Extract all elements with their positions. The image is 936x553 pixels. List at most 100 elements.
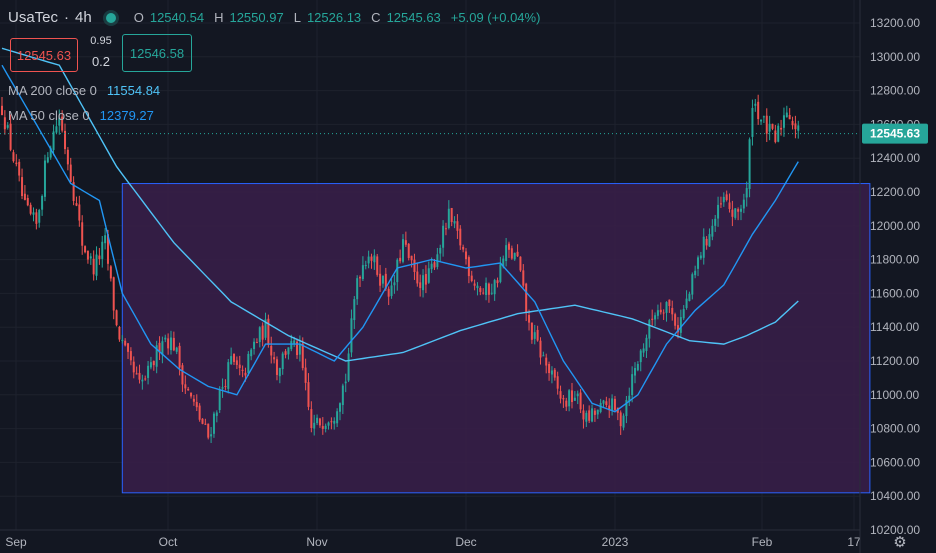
candle-body xyxy=(751,107,754,137)
candle-body xyxy=(602,400,605,404)
candle-body xyxy=(321,426,324,429)
candle-body xyxy=(507,243,510,250)
candle-body xyxy=(568,390,571,407)
candle-body xyxy=(135,373,138,375)
candle-body xyxy=(84,246,87,253)
y-tick-label: 13200.00 xyxy=(870,16,920,30)
candle-body xyxy=(198,405,201,420)
candle-body xyxy=(731,209,734,217)
candle-body xyxy=(304,367,307,383)
candle-body xyxy=(118,326,121,340)
ma50-legend[interactable]: MA 50 close 0 12379.27 xyxy=(8,108,154,123)
candle-body xyxy=(318,418,321,426)
candle-body xyxy=(15,162,18,165)
candle-body xyxy=(316,417,319,424)
candle-body xyxy=(161,341,164,355)
candle-body xyxy=(155,345,158,367)
candle-body xyxy=(482,292,485,294)
candle-body xyxy=(21,177,24,197)
sell-button[interactable]: 12545.63 xyxy=(10,38,78,72)
candle-body xyxy=(542,355,545,357)
candle-body xyxy=(530,322,533,340)
candle-body xyxy=(212,413,215,434)
candle-body xyxy=(350,318,353,353)
candle-body xyxy=(147,365,150,378)
candle-body xyxy=(207,423,210,438)
candle-body xyxy=(674,314,677,326)
candle-body xyxy=(570,390,573,403)
candle-body xyxy=(264,319,267,338)
candle-body xyxy=(505,245,508,262)
candle-body xyxy=(676,325,679,333)
ohlc-legend: UsaTec · 4h O 12540.54 H 12550.97 L 12526.1… xyxy=(8,9,544,26)
candle-body xyxy=(550,370,553,375)
candle-body xyxy=(737,209,740,212)
buy-button[interactable]: 12546.58 xyxy=(122,34,192,72)
candle-body xyxy=(370,256,373,261)
candle-body xyxy=(622,415,625,428)
candle-body xyxy=(522,270,525,286)
candle-body xyxy=(702,236,705,258)
candle-body xyxy=(719,203,722,205)
y-tick-label: 11200.00 xyxy=(870,354,919,368)
candle-body xyxy=(66,149,69,165)
candle-body xyxy=(224,386,227,388)
candle-body xyxy=(485,282,488,295)
candle-body xyxy=(593,410,596,415)
candle-body xyxy=(782,115,785,128)
candle-body xyxy=(651,318,654,320)
candle-body xyxy=(599,402,602,412)
candle-body xyxy=(381,275,384,284)
candle-body xyxy=(255,342,258,344)
candle-body xyxy=(359,276,362,279)
candle-body xyxy=(582,410,585,420)
candle-body xyxy=(757,101,760,120)
candle-body xyxy=(341,385,344,406)
candle-body xyxy=(86,250,89,260)
range-rectangle-layer[interactable] xyxy=(121,183,871,494)
interval-label[interactable]: 4h xyxy=(75,9,92,26)
candle-body xyxy=(465,251,468,260)
candle-body xyxy=(407,243,410,258)
candle-body xyxy=(631,374,634,396)
candle-body xyxy=(132,361,135,373)
candle-body xyxy=(18,161,21,176)
candle-body xyxy=(127,343,130,352)
candle-body xyxy=(422,275,425,291)
candle-body xyxy=(419,282,422,289)
candle-body xyxy=(181,365,184,385)
candle-body xyxy=(235,360,238,365)
candle-body xyxy=(725,194,728,201)
low-value: 12526.13 xyxy=(306,10,362,25)
candle-body xyxy=(791,120,794,126)
x-tick-label: Oct xyxy=(159,535,178,549)
symbol-name[interactable]: UsaTec xyxy=(8,9,59,26)
candle-body xyxy=(296,341,299,356)
ma50-line xyxy=(1,64,799,413)
candle-body xyxy=(284,351,287,355)
candle-body xyxy=(502,258,505,267)
candle-body xyxy=(227,362,230,389)
candle-body xyxy=(739,208,742,212)
candle-body xyxy=(694,270,697,276)
candle-body xyxy=(270,345,273,356)
candle-body xyxy=(61,116,64,131)
candle-body xyxy=(69,164,72,182)
candle-body xyxy=(442,225,445,248)
x-tick-label: Dec xyxy=(455,535,476,549)
candle-body xyxy=(780,127,783,130)
candle-body xyxy=(169,337,172,351)
candle-body xyxy=(396,259,399,283)
x-tick-label: 17 xyxy=(847,535,861,549)
settings-gear-icon[interactable]: ⚙ xyxy=(893,533,906,551)
x-tick-label: Sep xyxy=(5,535,27,549)
candle-body xyxy=(204,423,207,425)
candle-body xyxy=(404,240,407,245)
candle-body xyxy=(175,347,178,352)
ma200-legend[interactable]: MA 200 close 0 11554.84 xyxy=(8,83,160,98)
range-rectangle[interactable] xyxy=(121,183,871,494)
last-price-tag xyxy=(862,123,928,144)
candle-body xyxy=(467,257,470,277)
candle-body xyxy=(565,400,568,407)
